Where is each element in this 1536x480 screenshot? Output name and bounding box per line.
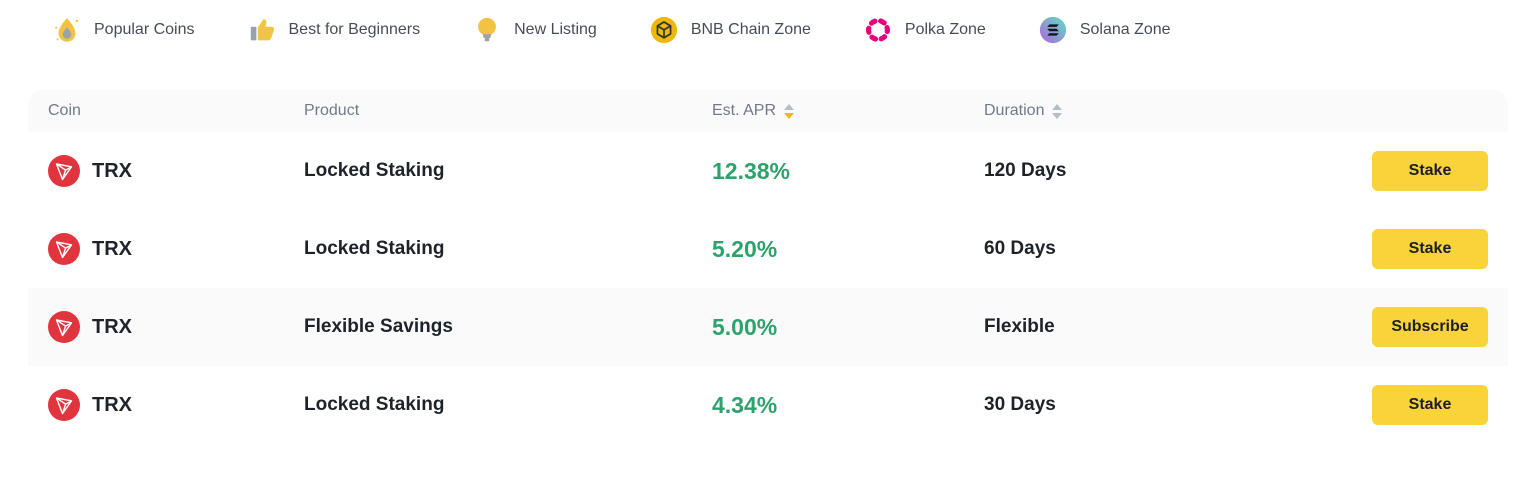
coin-cell: TRX [48, 155, 304, 187]
apr-cell: 12.38% [712, 157, 791, 184]
coin-symbol: TRX [92, 237, 132, 260]
duration-cell: Flexible [984, 316, 1055, 337]
tab-best-for-beginners[interactable]: Best for Beginners [247, 15, 421, 45]
flame-icon [55, 18, 79, 42]
apr-cell: 5.20% [712, 235, 778, 262]
sort-control-apr[interactable] [784, 103, 795, 119]
action-cell: Subscribe [1372, 307, 1488, 347]
column-header-product: Product [304, 102, 712, 120]
duration-cell: 120 Days [984, 160, 1067, 181]
solana-icon [1039, 16, 1066, 44]
tab-bnb-chain-zone[interactable]: BNB Chain Zone [649, 15, 811, 45]
tab-label: New Listing [514, 21, 597, 38]
tron-icon [48, 389, 80, 421]
tab-label: Solana Zone [1079, 21, 1171, 38]
product-cell: Locked Staking [304, 394, 445, 415]
action-cell: Stake [1372, 151, 1488, 191]
stake-button[interactable]: Stake [1372, 385, 1488, 425]
tab-polka-zone[interactable]: Polka Zone [863, 15, 986, 45]
polkadot-icon [865, 18, 890, 42]
product-cell: Locked Staking [304, 238, 445, 259]
tron-icon [48, 311, 80, 343]
table-row: TRX Locked Staking 4.34% 30 Days Stake [28, 366, 1508, 444]
coin-symbol: TRX [92, 315, 132, 338]
column-header-duration[interactable]: Duration [984, 102, 1372, 120]
tron-icon [48, 155, 80, 187]
apr-cell: 4.34% [712, 391, 778, 418]
column-header-apr[interactable]: Est. APR [712, 102, 984, 120]
table-header-row: Coin Product Est. APR Duration [28, 90, 1508, 132]
action-cell: Stake [1372, 229, 1488, 269]
tab-new-listing[interactable]: New Listing [472, 15, 597, 45]
product-cell: Locked Staking [304, 160, 445, 181]
column-header-coin: Coin [48, 102, 304, 120]
stake-button[interactable]: Stake [1372, 151, 1488, 191]
tab-label: Best for Beginners [288, 21, 421, 38]
duration-cell: 60 Days [984, 238, 1056, 259]
table-row: TRX Locked Staking 12.38% 120 Days Stake [28, 132, 1508, 210]
tab-label: BNB Chain Zone [690, 21, 811, 38]
coin-symbol: TRX [92, 159, 132, 182]
column-header-label: Duration [984, 102, 1045, 119]
column-header-label: Coin [48, 102, 81, 119]
subscribe-button[interactable]: Subscribe [1372, 307, 1488, 347]
category-tab-bar: Popular Coins Best for Beginners New Lis… [0, 0, 1536, 46]
tab-label: Popular Coins [94, 21, 195, 38]
thumb-up-icon [250, 19, 274, 41]
coin-symbol: TRX [92, 393, 132, 416]
duration-cell: 30 Days [984, 394, 1056, 415]
bulb-icon [478, 17, 497, 42]
tron-icon [48, 233, 80, 265]
column-header-label: Est. APR [712, 102, 777, 119]
action-cell: Stake [1372, 385, 1488, 425]
table-row: TRX Locked Staking 5.20% 60 Days Stake [28, 210, 1508, 288]
apr-cell: 5.00% [712, 313, 778, 340]
tab-popular-coins[interactable]: Popular Coins [52, 15, 195, 45]
sort-control-duration[interactable] [1052, 103, 1063, 119]
tab-solana-zone[interactable]: Solana Zone [1038, 15, 1171, 45]
coin-cell: TRX [48, 311, 304, 343]
bnb-icon [650, 16, 677, 44]
stake-button[interactable]: Stake [1372, 229, 1488, 269]
coin-cell: TRX [48, 233, 304, 265]
column-header-label: Product [304, 102, 360, 119]
table-row: TRX Flexible Savings 5.00% Flexible Subs… [28, 288, 1508, 366]
product-cell: Flexible Savings [304, 316, 453, 337]
coin-cell: TRX [48, 389, 304, 421]
tab-label: Polka Zone [904, 21, 986, 38]
staking-products-table: Coin Product Est. APR Duration TRX [28, 90, 1508, 444]
